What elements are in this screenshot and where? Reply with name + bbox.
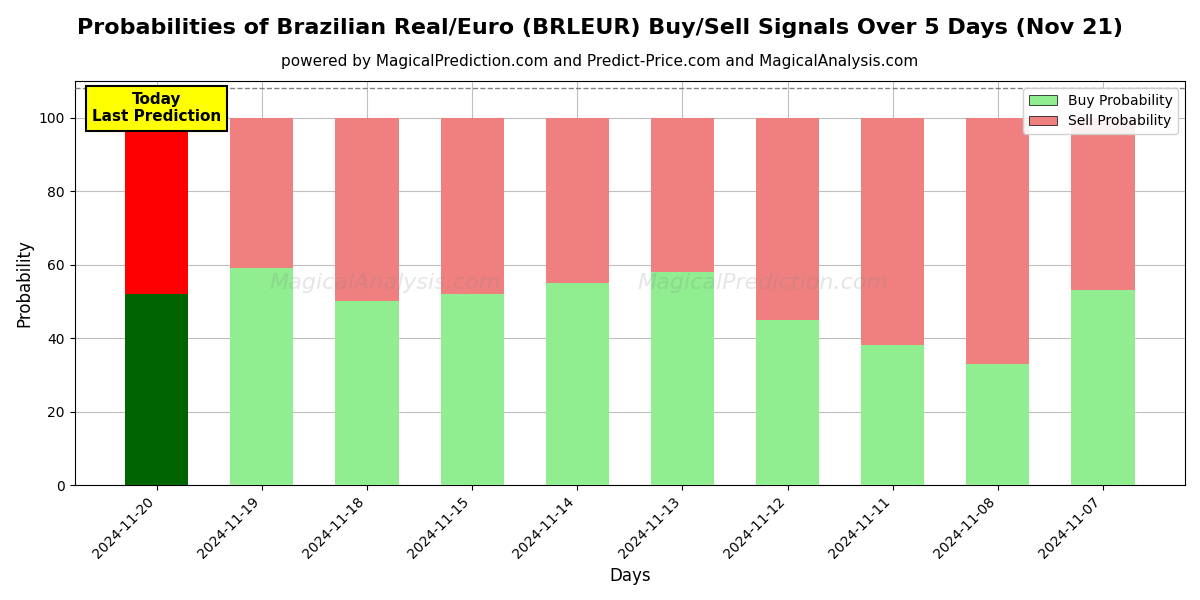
Bar — [1072, 290, 1134, 485]
Bar — [756, 118, 820, 320]
Bar — [230, 118, 293, 268]
Text: MagicalPrediction.com: MagicalPrediction.com — [637, 273, 889, 293]
Legend: Buy Probability, Sell Probability: Buy Probability, Sell Probability — [1024, 88, 1178, 134]
Bar — [966, 118, 1030, 364]
Bar — [966, 364, 1030, 485]
X-axis label: Days: Days — [610, 567, 650, 585]
Bar — [862, 118, 924, 346]
Bar — [125, 294, 188, 485]
Y-axis label: Probability: Probability — [16, 239, 34, 327]
Bar — [440, 294, 504, 485]
Bar — [546, 283, 608, 485]
Bar — [336, 118, 398, 301]
Bar — [440, 118, 504, 294]
Bar — [336, 301, 398, 485]
Text: Probabilities of Brazilian Real/Euro (BRLEUR) Buy/Sell Signals Over 5 Days (Nov : Probabilities of Brazilian Real/Euro (BR… — [77, 18, 1123, 38]
Bar — [230, 268, 293, 485]
Text: powered by MagicalPrediction.com and Predict-Price.com and MagicalAnalysis.com: powered by MagicalPrediction.com and Pre… — [281, 54, 919, 69]
Bar — [125, 118, 188, 294]
Text: Today
Last Prediction: Today Last Prediction — [92, 92, 221, 124]
Text: MagicalAnalysis.com: MagicalAnalysis.com — [270, 273, 502, 293]
Bar — [650, 272, 714, 485]
Bar — [1072, 118, 1134, 290]
Bar — [862, 346, 924, 485]
Bar — [756, 320, 820, 485]
Bar — [650, 118, 714, 272]
Bar — [546, 118, 608, 283]
